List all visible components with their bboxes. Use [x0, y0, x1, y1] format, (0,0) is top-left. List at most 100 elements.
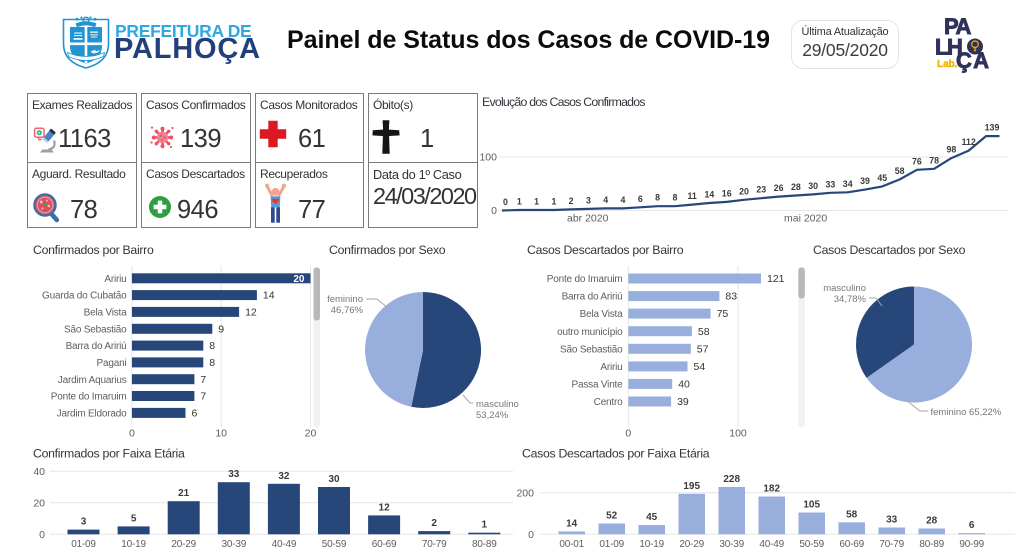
svg-text:21: 21 [178, 488, 190, 499]
svg-text:0: 0 [491, 205, 497, 217]
svg-text:5: 5 [131, 513, 137, 524]
svg-text:Guarda do Cubatão: Guarda do Cubatão [42, 291, 127, 302]
svg-text:33: 33 [886, 515, 898, 526]
svg-text:60-69: 60-69 [839, 539, 864, 550]
svg-text:1: 1 [551, 197, 556, 207]
svg-text:70-79: 70-79 [879, 539, 904, 550]
svg-text:Lab.: Lab. [937, 59, 958, 70]
svg-text:Casos Descartados por Bairro: Casos Descartados por Bairro [527, 243, 684, 257]
svg-text:76: 76 [912, 156, 922, 166]
svg-text:01-09: 01-09 [599, 539, 624, 550]
svg-text:200: 200 [516, 488, 534, 500]
svg-text:11: 11 [687, 191, 696, 201]
svg-text:4: 4 [621, 195, 626, 205]
svg-text:32: 32 [278, 471, 290, 482]
svg-text:Confirmados por Faixa Etária: Confirmados por Faixa Etária [33, 447, 185, 461]
svg-text:20: 20 [33, 498, 45, 510]
svg-text:8: 8 [209, 340, 215, 352]
svg-text:182: 182 [763, 484, 780, 495]
svg-text:3: 3 [586, 195, 591, 205]
svg-text:70-79: 70-79 [422, 539, 447, 550]
svg-text:39: 39 [677, 396, 689, 408]
svg-text:Aririu: Aririu [104, 274, 126, 285]
svg-text:6: 6 [192, 408, 198, 420]
svg-text:Barra do Aririú: Barra do Aririú [562, 292, 623, 303]
svg-text:8: 8 [655, 193, 660, 203]
svg-text:195: 195 [683, 481, 700, 492]
svg-text:45: 45 [646, 512, 658, 523]
svg-text:112: 112 [962, 137, 976, 147]
svg-text:54: 54 [694, 361, 706, 373]
svg-text:50-59: 50-59 [799, 539, 824, 550]
svg-text:28: 28 [791, 182, 801, 192]
svg-text:40: 40 [678, 379, 690, 391]
svg-text:Ponte do Imaruim: Ponte do Imaruim [547, 274, 623, 285]
svg-text:0: 0 [39, 529, 45, 541]
svg-text:mai 2020: mai 2020 [784, 213, 827, 225]
svg-text:8: 8 [672, 193, 677, 203]
svg-text:45: 45 [877, 173, 887, 183]
svg-text:01-09: 01-09 [71, 539, 96, 550]
svg-text:16: 16 [722, 188, 732, 198]
svg-text:1: 1 [482, 520, 488, 531]
svg-text:23: 23 [756, 185, 766, 195]
svg-text:39: 39 [860, 176, 870, 186]
svg-text:58: 58 [846, 509, 858, 520]
svg-text:Confirmados por Sexo: Confirmados por Sexo [329, 243, 446, 257]
svg-text:0: 0 [625, 428, 631, 440]
svg-text:2: 2 [431, 518, 437, 529]
svg-text:50-59: 50-59 [322, 539, 347, 550]
svg-text:33: 33 [826, 179, 836, 189]
svg-text:0: 0 [528, 529, 534, 541]
svg-text:30: 30 [328, 474, 340, 485]
svg-text:33: 33 [228, 469, 240, 480]
svg-text:12: 12 [245, 307, 257, 319]
svg-text:outro município: outro município [557, 327, 623, 338]
svg-text:30-39: 30-39 [222, 539, 247, 550]
svg-text:7: 7 [200, 374, 206, 386]
svg-text:Bela Vista: Bela Vista [580, 309, 623, 320]
svg-text:Aririu: Aririu [600, 362, 622, 373]
svg-text:100: 100 [479, 152, 497, 164]
svg-text:ÇA: ÇA [956, 48, 990, 73]
svg-text:PA: PA [944, 14, 972, 39]
svg-text:78: 78 [929, 155, 939, 165]
svg-text:4: 4 [603, 195, 608, 205]
svg-text:40-49: 40-49 [759, 539, 784, 550]
svg-text:2: 2 [569, 196, 574, 206]
svg-text:60-69: 60-69 [372, 539, 397, 550]
svg-text:14: 14 [566, 518, 578, 529]
svg-text:105: 105 [803, 500, 820, 511]
svg-text:98: 98 [947, 145, 957, 155]
svg-text:abr 2020: abr 2020 [567, 213, 609, 225]
svg-text:6: 6 [638, 194, 643, 204]
svg-text:1: 1 [534, 197, 539, 207]
svg-text:90-99: 90-99 [959, 539, 984, 550]
svg-text:14: 14 [263, 290, 275, 302]
svg-text:Passa Vinte: Passa Vinte [572, 380, 624, 391]
svg-text:58: 58 [895, 166, 905, 176]
svg-text:São Sebastião: São Sebastião [64, 324, 127, 335]
svg-text:10: 10 [215, 428, 227, 440]
svg-text:Casos Descartados por Sexo: Casos Descartados por Sexo [813, 243, 966, 257]
svg-text:Jardim Eldorado: Jardim Eldorado [57, 409, 127, 420]
svg-text:83: 83 [725, 291, 737, 303]
svg-text:20: 20 [739, 186, 749, 196]
svg-text:feminino: feminino [327, 294, 363, 305]
svg-text:Evolução dos Casos Confirmados: Evolução dos Casos Confirmados [482, 95, 645, 109]
svg-text:3: 3 [81, 517, 87, 528]
svg-text:6: 6 [969, 520, 975, 531]
svg-text:masculino: masculino [476, 399, 519, 410]
svg-text:LH: LH [935, 35, 962, 60]
svg-text:7: 7 [200, 391, 206, 403]
svg-text:80-89: 80-89 [919, 539, 944, 550]
svg-text:20: 20 [305, 428, 317, 440]
svg-text:121: 121 [767, 273, 785, 285]
svg-text:53,24%: 53,24% [476, 410, 509, 421]
svg-text:Jardim Aquarius: Jardim Aquarius [58, 375, 127, 386]
svg-text:Confirmados por Bairro: Confirmados por Bairro [33, 243, 154, 257]
svg-text:80-89: 80-89 [472, 539, 497, 550]
svg-text:1: 1 [517, 197, 522, 207]
svg-text:Centro: Centro [594, 397, 623, 408]
svg-text:34,78%: 34,78% [834, 294, 867, 305]
